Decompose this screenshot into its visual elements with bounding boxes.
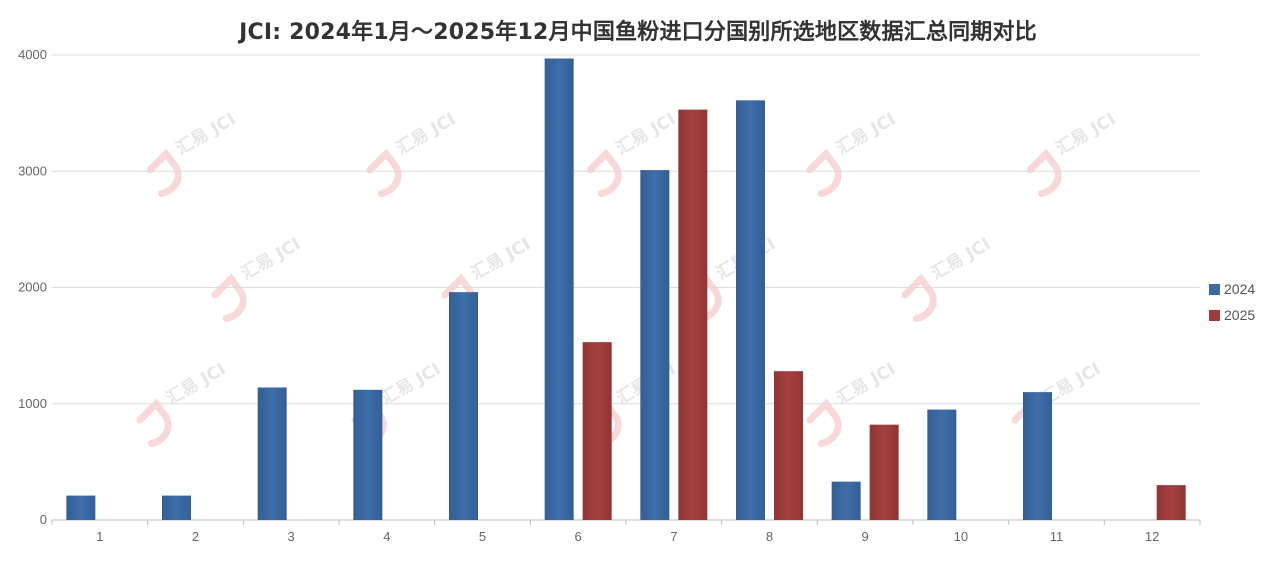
watermark-logo-mark	[586, 148, 622, 198]
legend: 2024 2025	[1209, 281, 1255, 323]
watermark-logo-mark	[1026, 148, 1062, 198]
watermark: 汇易 JCI	[1011, 359, 1104, 448]
x-tick-label: 10	[954, 529, 968, 544]
x-tick-label: 11	[1050, 529, 1064, 544]
x-tick-label: 5	[479, 529, 486, 544]
y-tick-label: 2000	[18, 280, 47, 295]
bar-2025-8	[774, 371, 803, 520]
bar-2024-5	[449, 292, 478, 520]
y-tick-label: 4000	[18, 47, 47, 62]
watermark-text: 汇易 JCI	[378, 359, 444, 409]
bar-2024-9	[831, 481, 861, 520]
watermark-text: 汇易 JCI	[928, 234, 994, 284]
watermark: 汇易 JCI	[1026, 109, 1119, 198]
x-tick-label: 4	[383, 529, 390, 544]
watermark-text: 汇易 JCI	[468, 234, 534, 284]
watermark-logo-mark	[211, 273, 247, 323]
bar-2024-2	[162, 495, 191, 520]
x-tick-label: 8	[766, 529, 773, 544]
bar-2024-4	[353, 389, 383, 520]
watermark-text: 汇易 JCI	[613, 109, 679, 159]
bar-2024-7	[640, 170, 670, 520]
watermark-text: 汇易 JCI	[833, 109, 899, 159]
chart-title: JCI: 2024年1月～2025年12月中国鱼粉进口分国别所选地区数据汇总同期…	[239, 20, 1037, 45]
watermark: 汇易 JCI	[586, 109, 679, 198]
watermark: 汇易 JCI	[366, 109, 459, 198]
bar-2024-8	[736, 100, 765, 521]
watermark-text: 汇易 JCI	[1053, 109, 1119, 159]
watermark-text: 汇易 JCI	[833, 359, 899, 409]
bars-layer	[66, 58, 1186, 521]
x-tick-label: 7	[670, 529, 677, 544]
watermark-logo-mark	[806, 148, 842, 198]
bar-2025-7	[678, 109, 708, 520]
watermark-logo-mark	[136, 398, 172, 448]
y-axis-tick-labels: 0 1000 2000 3000 4000	[18, 47, 47, 527]
y-tick-label: 1000	[18, 396, 47, 411]
x-tick-label: 2	[192, 529, 199, 544]
bar-2024-11	[1023, 392, 1052, 520]
watermark: 汇易 JCI	[146, 109, 239, 198]
x-tick-label: 12	[1145, 529, 1159, 544]
watermark-logo-mark	[806, 398, 842, 448]
watermark: 汇易 JCI	[136, 359, 229, 448]
watermark-logo-mark	[901, 273, 937, 323]
watermark-text: 汇易 JCI	[238, 234, 304, 284]
x-tick-label: 6	[575, 529, 582, 544]
legend-swatch-2024	[1209, 284, 1220, 295]
bar-2025-6	[582, 342, 612, 520]
x-tick-label: 9	[862, 529, 869, 544]
y-tick-label: 3000	[18, 163, 47, 178]
bar-2025-9	[869, 424, 899, 520]
watermark: 汇易 JCI	[806, 109, 899, 198]
bar-2024-3	[257, 387, 287, 520]
watermark: 汇易 JCI	[211, 234, 304, 323]
legend-swatch-2025	[1209, 310, 1220, 321]
legend-label-2025: 2025	[1224, 307, 1255, 323]
watermark-text: 汇易 JCI	[163, 359, 229, 409]
bar-2025-12	[1156, 485, 1186, 520]
watermark-logo-mark	[146, 148, 182, 198]
watermark-text: 汇易 JCI	[173, 109, 239, 159]
watermark-text: 汇易 JCI	[393, 109, 459, 159]
y-tick-label: 0	[40, 512, 47, 527]
watermark-logo-mark	[366, 148, 402, 198]
bar-2024-6	[544, 58, 574, 521]
bar-2024-10	[927, 409, 957, 520]
watermark: 汇易 JCI	[901, 234, 994, 323]
bar-2024-1	[66, 495, 96, 520]
x-tick-label: 1	[96, 529, 103, 544]
x-tick-label: 3	[288, 529, 295, 544]
x-axis: 1 2 3 4 5 6 7 8 9 10 11 12	[51, 520, 1201, 544]
legend-label-2024: 2024	[1224, 281, 1255, 297]
